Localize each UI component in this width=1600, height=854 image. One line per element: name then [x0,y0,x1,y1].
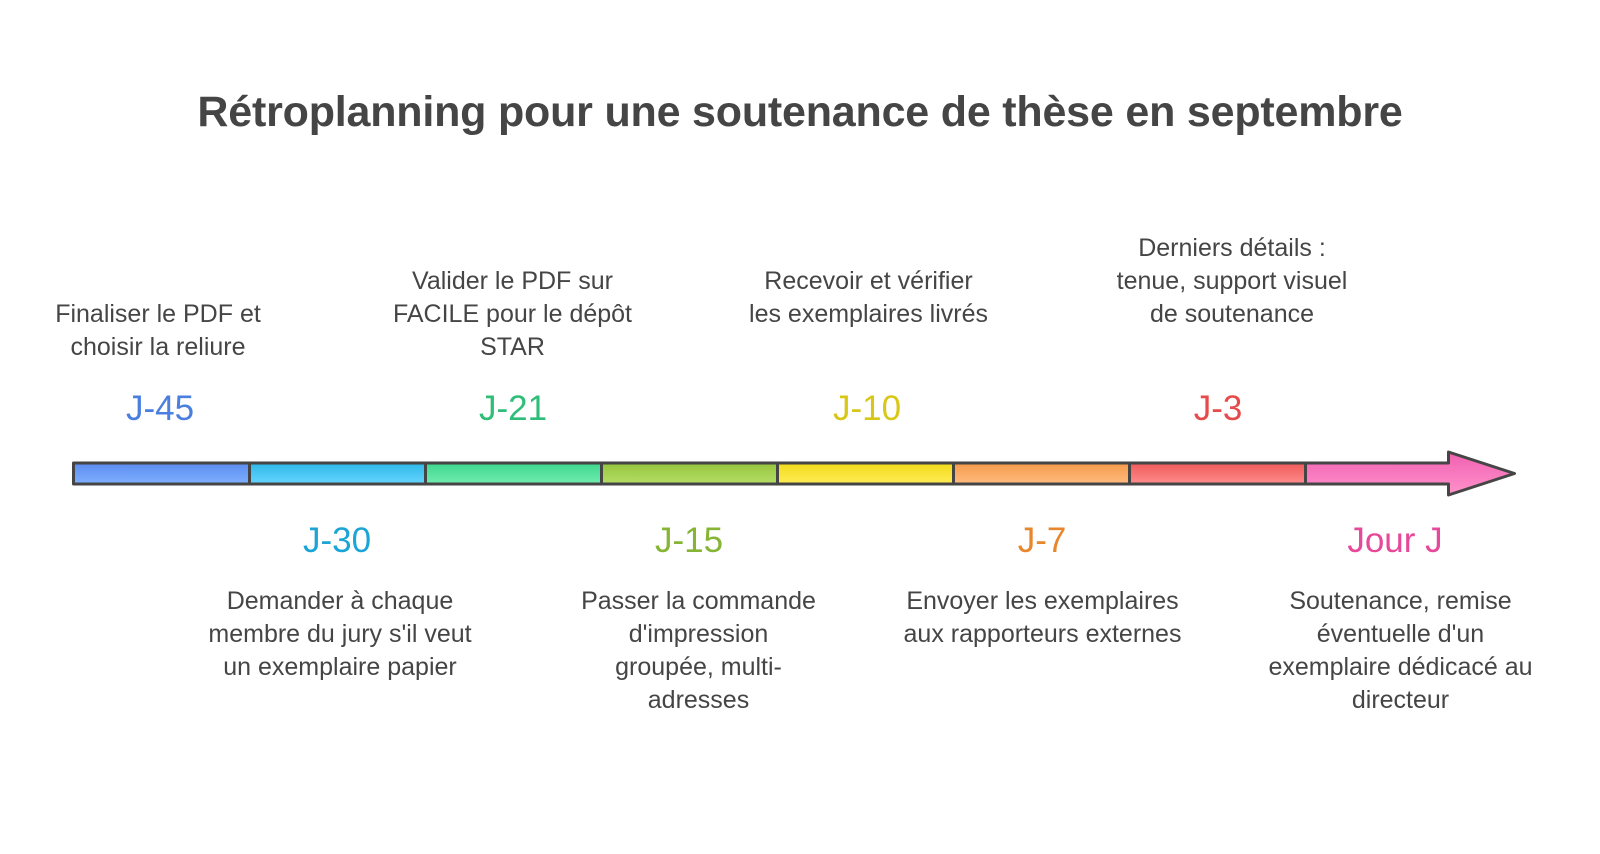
timeline-segment-3 [600,461,779,486]
timeline-segment-0 [72,461,251,486]
milestone-label-j10: J-10 [832,389,902,428]
milestone-description-j45: Finaliser le PDF et choisir la reliure [55,300,261,361]
milestone-description-j15: Passer la commande d'impression groupée,… [581,587,816,714]
timeline-segment-5 [952,461,1131,486]
timeline-arrow-svg [72,450,1516,497]
milestone-label-j7: J-7 [1017,521,1067,560]
milestone-label-j3: J-3 [1193,389,1243,428]
milestone-label-j45: J-45 [125,389,195,428]
milestone-label-j21: J-21 [478,389,548,428]
milestone-description-j30: Demander à chaque membre du jury s'il ve… [208,587,472,681]
timeline-segment-1 [248,461,427,486]
milestone-description-jour-j: Soutenance, remise éventuelle d'un exemp… [1268,587,1533,714]
milestone-description-j3: Derniers détails : tenue, support visuel… [1116,234,1348,328]
milestone-label-j15: J-15 [654,521,724,560]
timeline-segment-6 [1128,461,1307,486]
milestone-description-j21: Valider le PDF sur FACILE pour le dépôt … [392,267,633,361]
diagram-title: Rétroplanning pour une soutenance de thè… [197,88,1403,136]
timeline-segment-4 [776,461,955,486]
milestone-description-j10: Recevoir et vérifier les exemplaires liv… [749,267,988,328]
timeline-segment-2 [424,461,603,486]
milestone-label-j30: J-30 [302,521,372,560]
milestone-label-jour-j: Jour J [1347,521,1443,560]
timeline-arrow [72,450,1532,510]
timeline-segment-7 [1304,450,1516,497]
milestone-description-j7: Envoyer les exemplaires aux rapporteurs … [903,587,1182,648]
